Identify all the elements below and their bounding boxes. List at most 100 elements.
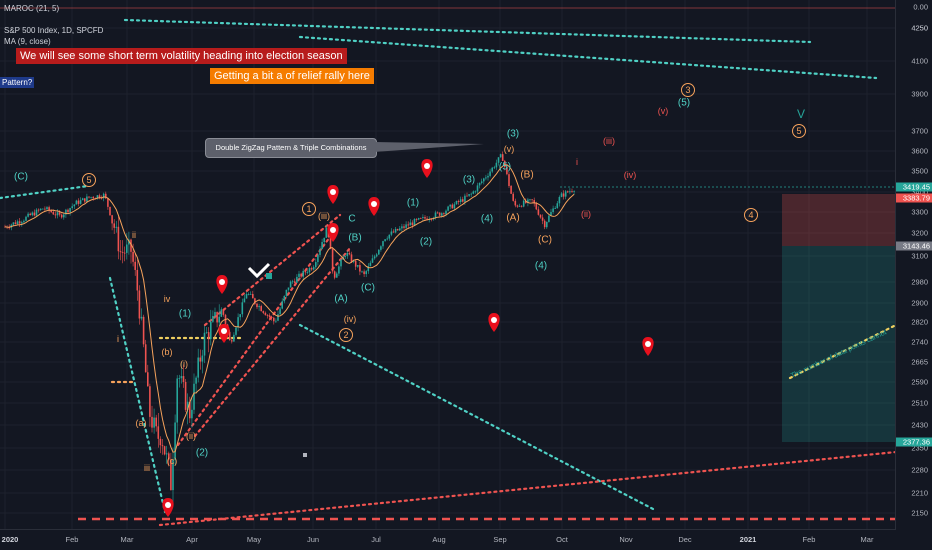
candle bbox=[283, 295, 286, 302]
channel-red-line-1 bbox=[203, 213, 342, 327]
candle bbox=[520, 205, 523, 207]
candle bbox=[558, 196, 561, 204]
candle bbox=[21, 222, 23, 224]
candle bbox=[340, 259, 342, 267]
candle bbox=[350, 254, 353, 262]
candle bbox=[63, 214, 65, 218]
candle bbox=[111, 215, 113, 224]
wave-circle: 1 bbox=[302, 202, 316, 216]
candle bbox=[275, 320, 277, 322]
price-tick: 3500 bbox=[911, 166, 928, 176]
time-axis[interactable]: 2020 Feb Mar Apr May Jun Jul Aug Sep Oct Nov Dec 202… bbox=[0, 529, 896, 550]
candle bbox=[237, 317, 239, 328]
candle bbox=[48, 207, 50, 211]
candle bbox=[56, 212, 59, 216]
marker-pin-dot bbox=[330, 227, 336, 233]
candle bbox=[157, 426, 160, 439]
candle bbox=[378, 249, 380, 255]
price-tick: 4100 bbox=[911, 56, 928, 66]
candle bbox=[75, 200, 78, 205]
candle bbox=[14, 222, 17, 225]
candle bbox=[27, 213, 29, 217]
candle bbox=[394, 228, 397, 233]
price-tick: 2665 bbox=[911, 357, 928, 367]
wave-label: (4) bbox=[480, 213, 494, 225]
candle bbox=[424, 217, 426, 219]
candle bbox=[42, 208, 44, 210]
candle bbox=[243, 298, 246, 303]
candle bbox=[571, 191, 573, 193]
candle bbox=[495, 162, 498, 168]
candle bbox=[447, 206, 449, 211]
candle bbox=[71, 206, 73, 209]
candle bbox=[109, 206, 111, 216]
candle bbox=[470, 193, 472, 195]
candle bbox=[25, 216, 27, 221]
volatility-note: We will see some short term volatility h… bbox=[16, 48, 347, 64]
wave-label: (a) bbox=[135, 418, 147, 428]
candle bbox=[84, 198, 86, 202]
candle bbox=[390, 231, 393, 235]
price-chart[interactable]: The number of data points cannot bbox=[0, 0, 896, 530]
candle bbox=[420, 218, 422, 219]
candle bbox=[552, 208, 554, 212]
candle bbox=[249, 294, 252, 295]
price-tick: 4250 bbox=[911, 23, 928, 33]
candle bbox=[233, 334, 235, 342]
candle bbox=[60, 214, 63, 218]
candle bbox=[35, 209, 38, 216]
candle bbox=[554, 208, 556, 209]
candle bbox=[258, 306, 260, 308]
price-tick: 2210 bbox=[911, 488, 928, 498]
wave-label: iv bbox=[163, 294, 171, 304]
candle bbox=[527, 199, 529, 203]
time-tick: Mar bbox=[120, 535, 134, 544]
candle bbox=[550, 211, 552, 216]
wave-label: (C) bbox=[14, 171, 28, 183]
candle bbox=[359, 265, 361, 272]
candle bbox=[411, 222, 414, 226]
channel-red-line-2 bbox=[158, 450, 896, 527]
price-tick: 3900 bbox=[911, 89, 928, 99]
candle bbox=[443, 213, 445, 215]
wave-label: V bbox=[796, 107, 806, 121]
candle bbox=[130, 239, 132, 252]
candle bbox=[147, 372, 149, 387]
candle bbox=[348, 252, 351, 255]
wave-label: (2) bbox=[195, 447, 209, 459]
candle bbox=[268, 315, 271, 318]
candle bbox=[499, 154, 502, 158]
candle bbox=[273, 317, 275, 322]
candle bbox=[212, 315, 214, 322]
candle bbox=[392, 231, 395, 233]
candle bbox=[298, 273, 300, 277]
price-axis[interactable]: 0.00 4250 bbox=[895, 0, 932, 530]
candle bbox=[201, 355, 204, 362]
wave-label: (b) bbox=[161, 347, 173, 357]
candle bbox=[296, 276, 298, 283]
time-tick: Jun bbox=[306, 535, 320, 544]
price-label: 3419.45 bbox=[896, 182, 932, 192]
candle bbox=[92, 196, 94, 199]
candle bbox=[182, 376, 185, 383]
candle bbox=[159, 438, 162, 446]
time-tick: Jul bbox=[371, 535, 381, 544]
candle bbox=[33, 212, 36, 216]
time-tick: May bbox=[246, 535, 262, 544]
wave-label: (v) bbox=[657, 106, 669, 116]
candle bbox=[388, 234, 391, 239]
candle bbox=[138, 290, 141, 319]
candle bbox=[336, 273, 338, 278]
marker-pin-dot bbox=[219, 279, 225, 285]
candle bbox=[260, 306, 262, 312]
candle bbox=[12, 222, 15, 225]
candle bbox=[142, 316, 145, 345]
candle bbox=[453, 204, 456, 209]
target-zone bbox=[782, 246, 896, 442]
marker-pin-dot bbox=[491, 317, 497, 323]
candle bbox=[115, 226, 118, 228]
wave-label: (1) bbox=[178, 308, 192, 320]
time-tick: Aug bbox=[432, 535, 446, 544]
wave-label: (B) bbox=[520, 169, 534, 181]
candle bbox=[96, 195, 99, 199]
